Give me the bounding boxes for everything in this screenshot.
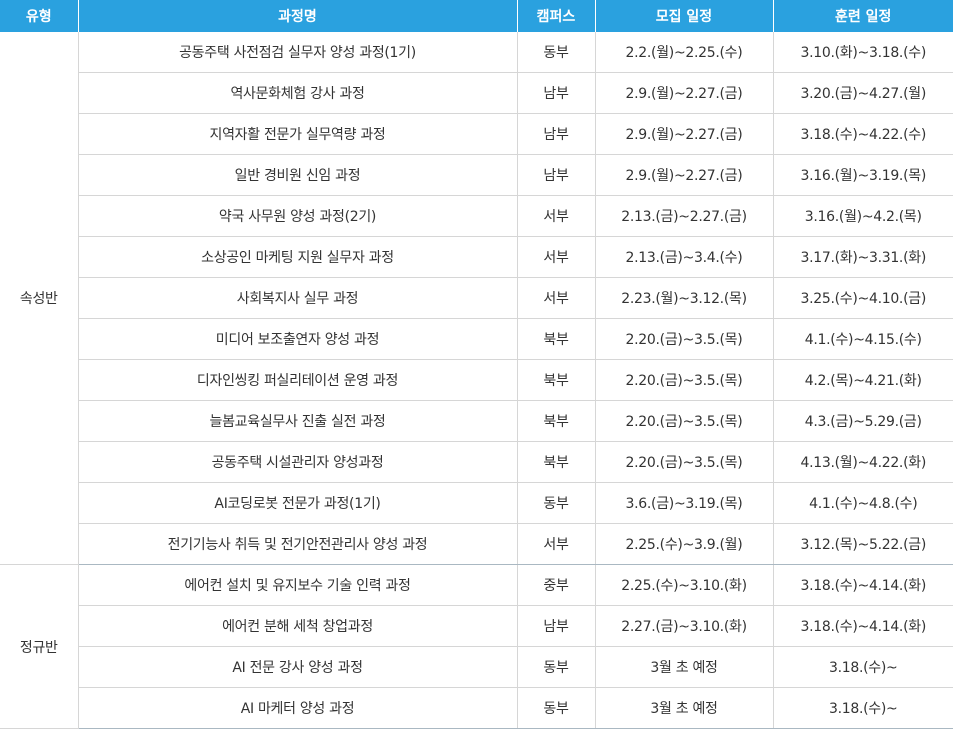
table-row: 약국 사무원 양성 과정(2기) 서부 2.13.(금)~2.27.(금) 3.16.… <box>0 195 953 237</box>
training-schedule-cell: 3.17.(화)~3.31.(화) <box>772 236 953 278</box>
header-course-name: 과정명 <box>77 0 517 32</box>
course-name-cell: 약국 사무원 양성 과정(2기) <box>77 195 517 237</box>
header-training-schedule: 훈련 일정 <box>772 0 953 32</box>
table-row: 미디어 보조출연자 양성 과정 북부 2.20.(금)~3.5.(목) 4.1.(수)… <box>0 318 953 360</box>
campus-cell: 서부 <box>516 236 595 278</box>
training-schedule-cell: 4.3.(금)~5.29.(금) <box>772 400 953 442</box>
training-schedule-cell: 4.2.(목)~4.21.(화) <box>772 359 953 401</box>
course-name-cell: 미디어 보조출연자 양성 과정 <box>77 318 517 360</box>
recruit-schedule-cell: 3월 초 예정 <box>594 687 773 729</box>
course-name-cell: 역사문화체험 강사 과정 <box>77 72 517 114</box>
campus-cell: 북부 <box>516 359 595 401</box>
table-row: 공동주택 시설관리자 양성과정 북부 2.20.(금)~3.5.(목) 4.13.(월… <box>0 441 953 483</box>
training-schedule-cell: 4.13.(월)~4.22.(화) <box>772 441 953 483</box>
table-body: 속성반 공동주택 사전점검 실무자 양성 과정(1기) 동부 2.2.(월)~2.25… <box>0 32 953 729</box>
campus-cell: 남부 <box>516 605 595 647</box>
training-schedule-cell: 3.16.(월)~3.19.(목) <box>772 154 953 196</box>
training-schedule-cell: 4.1.(수)~4.15.(수) <box>772 318 953 360</box>
recruit-schedule-cell: 2.20.(금)~3.5.(목) <box>594 359 773 401</box>
recruit-schedule-cell: 2.13.(금)~3.4.(수) <box>594 236 773 278</box>
course-name-cell: AI 마케터 양성 과정 <box>77 687 517 729</box>
recruit-schedule-cell: 2.20.(금)~3.5.(목) <box>594 441 773 483</box>
table-row: 일반 경비원 신임 과정 남부 2.9.(월)~2.27.(금) 3.16.(월)~3… <box>0 154 953 196</box>
recruit-schedule-cell: 2.13.(금)~2.27.(금) <box>594 195 773 237</box>
table-row: AI 마케터 양성 과정 동부 3월 초 예정 3.18.(수)~ <box>0 687 953 729</box>
table-row: 디자인씽킹 퍼실리테이션 운영 과정 북부 2.20.(금)~3.5.(목) 4.2.… <box>0 359 953 401</box>
campus-cell: 남부 <box>516 154 595 196</box>
campus-cell: 서부 <box>516 195 595 237</box>
table-row: 에어컨 분해 세척 창업과정 남부 2.27.(금)~3.10.(화) 3.18.(수… <box>0 605 953 647</box>
course-name-cell: 지역자활 전문가 실무역량 과정 <box>77 113 517 155</box>
course-name-cell: 사회복지사 실무 과정 <box>77 277 517 319</box>
course-name-cell: AI코딩로봇 전문가 과정(1기) <box>77 482 517 524</box>
recruit-schedule-cell: 2.27.(금)~3.10.(화) <box>594 605 773 647</box>
campus-cell: 북부 <box>516 441 595 483</box>
table-row: 사회복지사 실무 과정 서부 2.23.(월)~3.12.(목) 3.25.(수)~4… <box>0 277 953 319</box>
training-schedule-cell: 3.18.(수)~ <box>772 646 953 688</box>
recruit-schedule-cell: 3월 초 예정 <box>594 646 773 688</box>
training-schedule-cell: 3.18.(수)~4.14.(화) <box>772 605 953 647</box>
recruit-schedule-cell: 2.20.(금)~3.5.(목) <box>594 318 773 360</box>
training-schedule-cell: 3.18.(수)~4.14.(화) <box>772 564 953 606</box>
course-name-cell: 전기기능사 취득 및 전기안전관리사 양성 과정 <box>77 523 517 565</box>
course-name-cell: 공동주택 사전점검 실무자 양성 과정(1기) <box>77 32 517 73</box>
course-name-cell: 에어컨 분해 세척 창업과정 <box>77 605 517 647</box>
campus-cell: 동부 <box>516 32 595 73</box>
recruit-schedule-cell: 2.25.(수)~3.9.(월) <box>594 523 773 565</box>
course-type-cell: 속성반 <box>0 32 78 565</box>
campus-cell: 북부 <box>516 318 595 360</box>
campus-cell: 서부 <box>516 523 595 565</box>
course-name-cell: 소상공인 마케팅 지원 실무자 과정 <box>77 236 517 278</box>
training-schedule-cell: 3.20.(금)~4.27.(월) <box>772 72 953 114</box>
training-schedule-cell: 3.18.(수)~4.22.(수) <box>772 113 953 155</box>
course-name-cell: 공동주택 시설관리자 양성과정 <box>77 441 517 483</box>
recruit-schedule-cell: 2.9.(월)~2.27.(금) <box>594 72 773 114</box>
recruit-schedule-cell: 2.2.(월)~2.25.(수) <box>594 32 773 73</box>
recruit-schedule-cell: 2.23.(월)~3.12.(목) <box>594 277 773 319</box>
training-schedule-cell: 3.12.(목)~5.22.(금) <box>772 523 953 565</box>
table-row: AI 전문 강사 양성 과정 동부 3월 초 예정 3.18.(수)~ <box>0 646 953 688</box>
training-schedule-cell: 3.16.(월)~4.2.(목) <box>772 195 953 237</box>
recruit-schedule-cell: 2.9.(월)~2.27.(금) <box>594 113 773 155</box>
table-row: 늘봄교육실무사 진출 실전 과정 북부 2.20.(금)~3.5.(목) 4.3.(금… <box>0 400 953 442</box>
course-name-cell: 늘봄교육실무사 진출 실전 과정 <box>77 400 517 442</box>
table-row: 지역자활 전문가 실무역량 과정 남부 2.9.(월)~2.27.(금) 3.18.(… <box>0 113 953 155</box>
course-name-cell: AI 전문 강사 양성 과정 <box>77 646 517 688</box>
recruit-schedule-cell: 2.25.(수)~3.10.(화) <box>594 564 773 606</box>
campus-cell: 중부 <box>516 564 595 606</box>
table-header: 유형 과정명 캠퍼스 모집 일정 훈련 일정 <box>0 0 953 32</box>
training-schedule-cell: 3.18.(수)~ <box>772 687 953 729</box>
campus-cell: 동부 <box>516 646 595 688</box>
recruit-schedule-cell: 3.6.(금)~3.19.(목) <box>594 482 773 524</box>
table-row: 소상공인 마케팅 지원 실무자 과정 서부 2.13.(금)~3.4.(수) 3.17… <box>0 236 953 278</box>
header-type: 유형 <box>0 0 78 32</box>
course-name-cell: 디자인씽킹 퍼실리테이션 운영 과정 <box>77 359 517 401</box>
table-row: 정규반 에어컨 설치 및 유지보수 기술 인력 과정 중부 2.25.(수)~3.10… <box>0 564 953 729</box>
campus-cell: 남부 <box>516 113 595 155</box>
campus-cell: 남부 <box>516 72 595 114</box>
table-row: 전기기능사 취득 및 전기안전관리사 양성 과정 서부 2.25.(수)~3.9.(… <box>0 523 953 565</box>
campus-cell: 동부 <box>516 482 595 524</box>
table-row: 역사문화체험 강사 과정 남부 2.9.(월)~2.27.(금) 3.20.(금)~4… <box>0 72 953 114</box>
recruit-schedule-cell: 2.9.(월)~2.27.(금) <box>594 154 773 196</box>
header-campus: 캠퍼스 <box>516 0 595 32</box>
training-schedule-cell: 3.10.(화)~3.18.(수) <box>772 32 953 73</box>
recruit-schedule-cell: 2.20.(금)~3.5.(목) <box>594 400 773 442</box>
training-schedule-cell: 4.1.(수)~4.8.(수) <box>772 482 953 524</box>
table-row: 속성반 공동주택 사전점검 실무자 양성 과정(1기) 동부 2.2.(월)~2.25… <box>0 32 953 565</box>
course-type-cell: 정규반 <box>0 564 78 729</box>
table-row: AI코딩로봇 전문가 과정(1기) 동부 3.6.(금)~3.19.(목) 4.1.(… <box>0 482 953 524</box>
course-name-cell: 일반 경비원 신임 과정 <box>77 154 517 196</box>
header-recruit-schedule: 모집 일정 <box>594 0 773 32</box>
campus-cell: 북부 <box>516 400 595 442</box>
campus-cell: 서부 <box>516 277 595 319</box>
header-row: 유형 과정명 캠퍼스 모집 일정 훈련 일정 <box>0 0 953 32</box>
course-name-cell: 에어컨 설치 및 유지보수 기술 인력 과정 <box>77 564 517 606</box>
training-schedule-cell: 3.25.(수)~4.10.(금) <box>772 277 953 319</box>
campus-cell: 동부 <box>516 687 595 729</box>
